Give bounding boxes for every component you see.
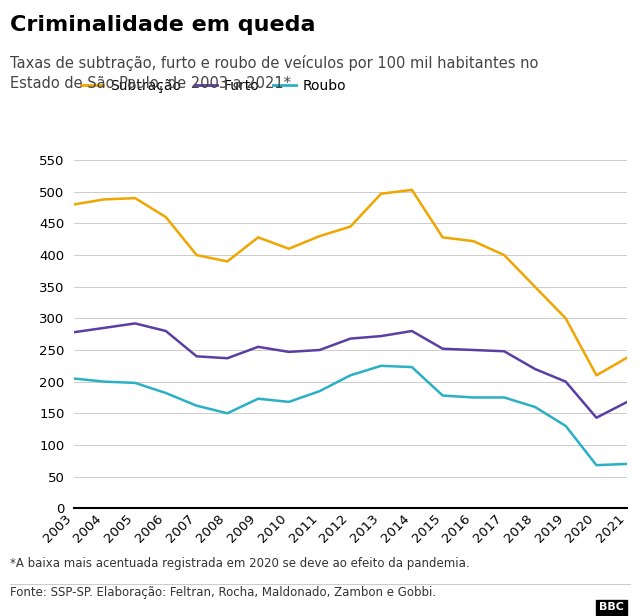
Subtração: [70, 201, 77, 208]
Furto: [162, 327, 170, 334]
Text: Criminalidade em queda: Criminalidade em queda: [10, 15, 315, 35]
Roubo: [593, 461, 600, 469]
Line: Subtração: Subtração: [74, 190, 627, 375]
Furto: [285, 348, 292, 355]
Subtração: [470, 237, 477, 245]
Roubo: [131, 379, 139, 387]
Subtração: [531, 283, 539, 290]
Roubo: [378, 362, 385, 370]
Subtração: [223, 257, 231, 265]
Roubo: [470, 394, 477, 401]
Roubo: [439, 392, 447, 399]
Legend: Subtração, Furto, Roubo: Subtração, Furto, Roubo: [75, 73, 352, 98]
Subtração: [408, 186, 416, 193]
Text: *A baixa mais acentuada registrada em 2020 se deve ao efeito da pandemia.: *A baixa mais acentuada registrada em 20…: [10, 557, 469, 570]
Furto: [500, 347, 508, 355]
Subtração: [593, 371, 600, 379]
Subtração: [100, 196, 108, 203]
Roubo: [285, 398, 292, 405]
Text: Taxas de subtração, furto e roubo de veículos por 100 mil habitantes no
Estado d: Taxas de subtração, furto e roubo de veí…: [10, 55, 538, 91]
Subtração: [254, 233, 262, 241]
Roubo: [193, 402, 200, 410]
Roubo: [623, 460, 631, 468]
Text: BBC: BBC: [599, 602, 624, 612]
Subtração: [285, 245, 292, 253]
Furto: [70, 328, 77, 336]
Roubo: [162, 389, 170, 397]
Furto: [100, 324, 108, 331]
Furto: [193, 352, 200, 360]
Furto: [378, 333, 385, 340]
Roubo: [347, 371, 355, 379]
Roubo: [70, 375, 77, 382]
Subtração: [439, 233, 447, 241]
Furto: [623, 398, 631, 405]
Roubo: [316, 387, 323, 395]
Roubo: [531, 403, 539, 411]
Furto: [531, 365, 539, 373]
Furto: [131, 320, 139, 327]
Subtração: [316, 232, 323, 240]
Roubo: [100, 378, 108, 386]
Subtração: [347, 223, 355, 230]
Furto: [593, 414, 600, 421]
Subtração: [193, 251, 200, 259]
Furto: [254, 343, 262, 351]
Line: Roubo: Roubo: [74, 366, 627, 465]
Subtração: [162, 213, 170, 221]
Roubo: [562, 422, 570, 429]
Furto: [470, 346, 477, 354]
Furto: [439, 345, 447, 352]
Roubo: [500, 394, 508, 401]
Subtração: [500, 251, 508, 259]
Subtração: [623, 354, 631, 362]
Subtração: [562, 315, 570, 322]
Furto: [408, 327, 416, 334]
Text: Fonte: SSP-SP. Elaboração: Feltran, Rocha, Maldonado, Zambon e Gobbi.: Fonte: SSP-SP. Elaboração: Feltran, Roch…: [10, 586, 436, 599]
Subtração: [131, 195, 139, 202]
Line: Furto: Furto: [74, 323, 627, 418]
Furto: [223, 355, 231, 362]
Furto: [316, 346, 323, 354]
Roubo: [254, 395, 262, 402]
Furto: [562, 378, 570, 386]
Roubo: [408, 363, 416, 371]
Furto: [347, 335, 355, 342]
Subtração: [378, 190, 385, 197]
Roubo: [223, 410, 231, 417]
